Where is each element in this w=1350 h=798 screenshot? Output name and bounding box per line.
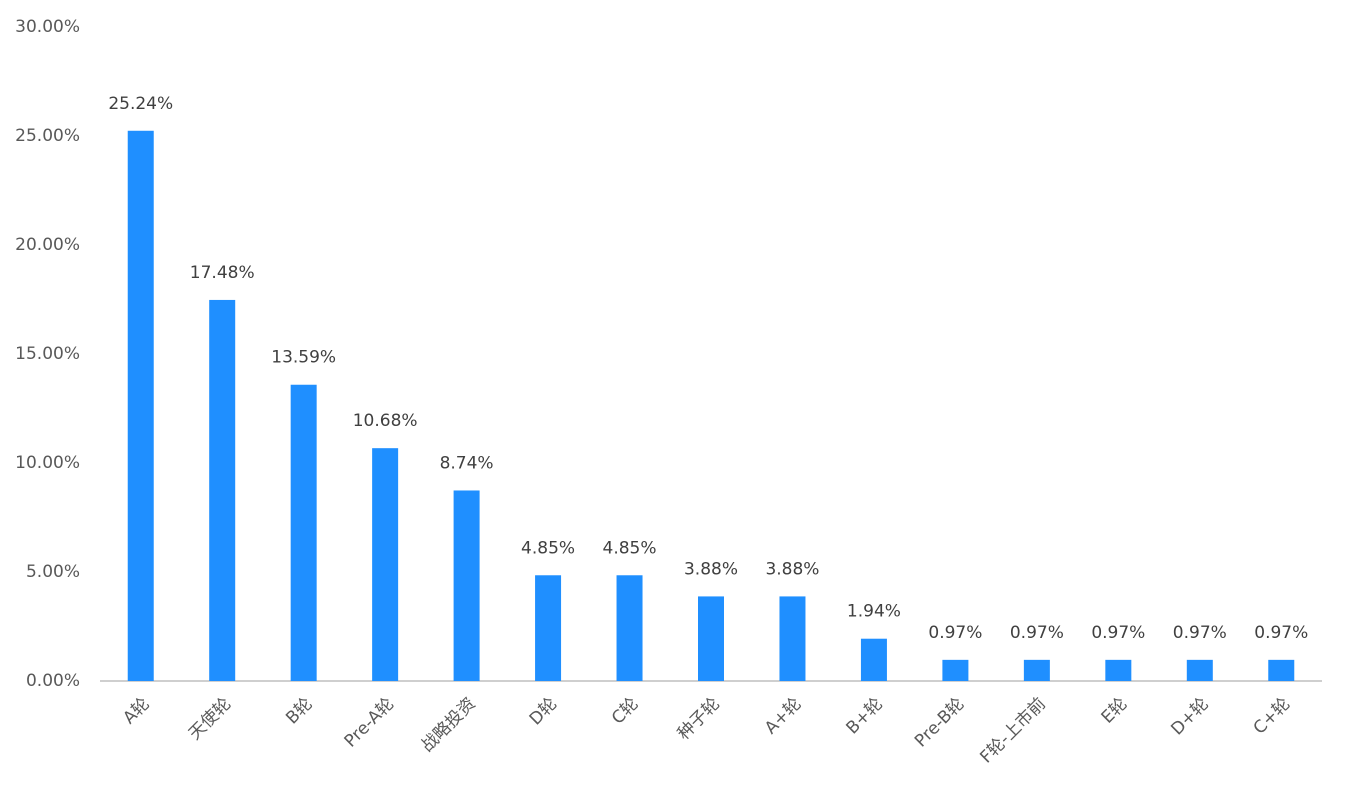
x-tick-label: B轮 xyxy=(282,694,316,728)
data-label: 1.94% xyxy=(847,602,901,622)
x-tick-label: E轮 xyxy=(1098,694,1132,728)
data-label: 13.59% xyxy=(271,348,336,368)
bar xyxy=(1023,659,1050,681)
x-tick-label: 种子轮 xyxy=(674,694,724,744)
bar xyxy=(535,575,562,681)
bar xyxy=(1186,659,1213,681)
x-tick-label: B+轮 xyxy=(843,694,887,738)
y-tick-label: 20.00% xyxy=(15,235,80,255)
x-tick-label: D轮 xyxy=(526,694,561,729)
data-label: 0.97% xyxy=(1254,623,1308,643)
bar xyxy=(860,638,887,681)
data-label: 17.48% xyxy=(190,263,255,283)
bar xyxy=(209,299,236,681)
data-label: 8.74% xyxy=(440,453,494,473)
data-label: 0.97% xyxy=(928,623,982,643)
x-tick-label: F轮-上市前 xyxy=(976,694,1049,767)
bar xyxy=(698,596,724,681)
data-label: 3.88% xyxy=(765,559,819,579)
bar xyxy=(127,130,154,681)
bar xyxy=(779,596,806,681)
x-tick-label: Pre-B轮 xyxy=(911,694,968,751)
x-tick-label: 战略投资 xyxy=(417,694,479,756)
bar xyxy=(616,575,643,681)
data-label: 3.88% xyxy=(684,559,738,579)
x-tick-label: C+轮 xyxy=(1250,694,1295,739)
data-label: 10.68% xyxy=(353,411,418,431)
x-tick-label: Pre-A轮 xyxy=(341,694,399,752)
bar xyxy=(290,384,317,681)
bar xyxy=(1268,659,1295,681)
data-label: 4.85% xyxy=(521,538,575,558)
bar xyxy=(372,448,399,681)
y-tick-label: 30.00% xyxy=(15,17,80,37)
data-label: 0.97% xyxy=(1173,623,1227,643)
data-label: 0.97% xyxy=(1091,623,1145,643)
y-tick-label: 25.00% xyxy=(15,126,80,146)
x-tick-label: A+轮 xyxy=(761,694,805,738)
x-tick-label: 天使轮 xyxy=(184,693,235,744)
x-tick-label: D+轮 xyxy=(1167,694,1212,739)
y-tick-label: 0.00% xyxy=(26,671,80,691)
data-label: 25.24% xyxy=(108,94,173,114)
y-tick-label: 10.00% xyxy=(15,453,80,473)
y-tick-label: 5.00% xyxy=(26,562,80,582)
x-tick-label: C轮 xyxy=(608,694,643,729)
y-tick-label: 15.00% xyxy=(15,344,80,364)
data-label: 0.97% xyxy=(1010,623,1064,643)
bar xyxy=(942,659,969,681)
data-label: 4.85% xyxy=(603,538,657,558)
bar xyxy=(453,490,480,681)
x-tick-label: A轮 xyxy=(119,694,153,728)
bar xyxy=(1105,659,1132,681)
